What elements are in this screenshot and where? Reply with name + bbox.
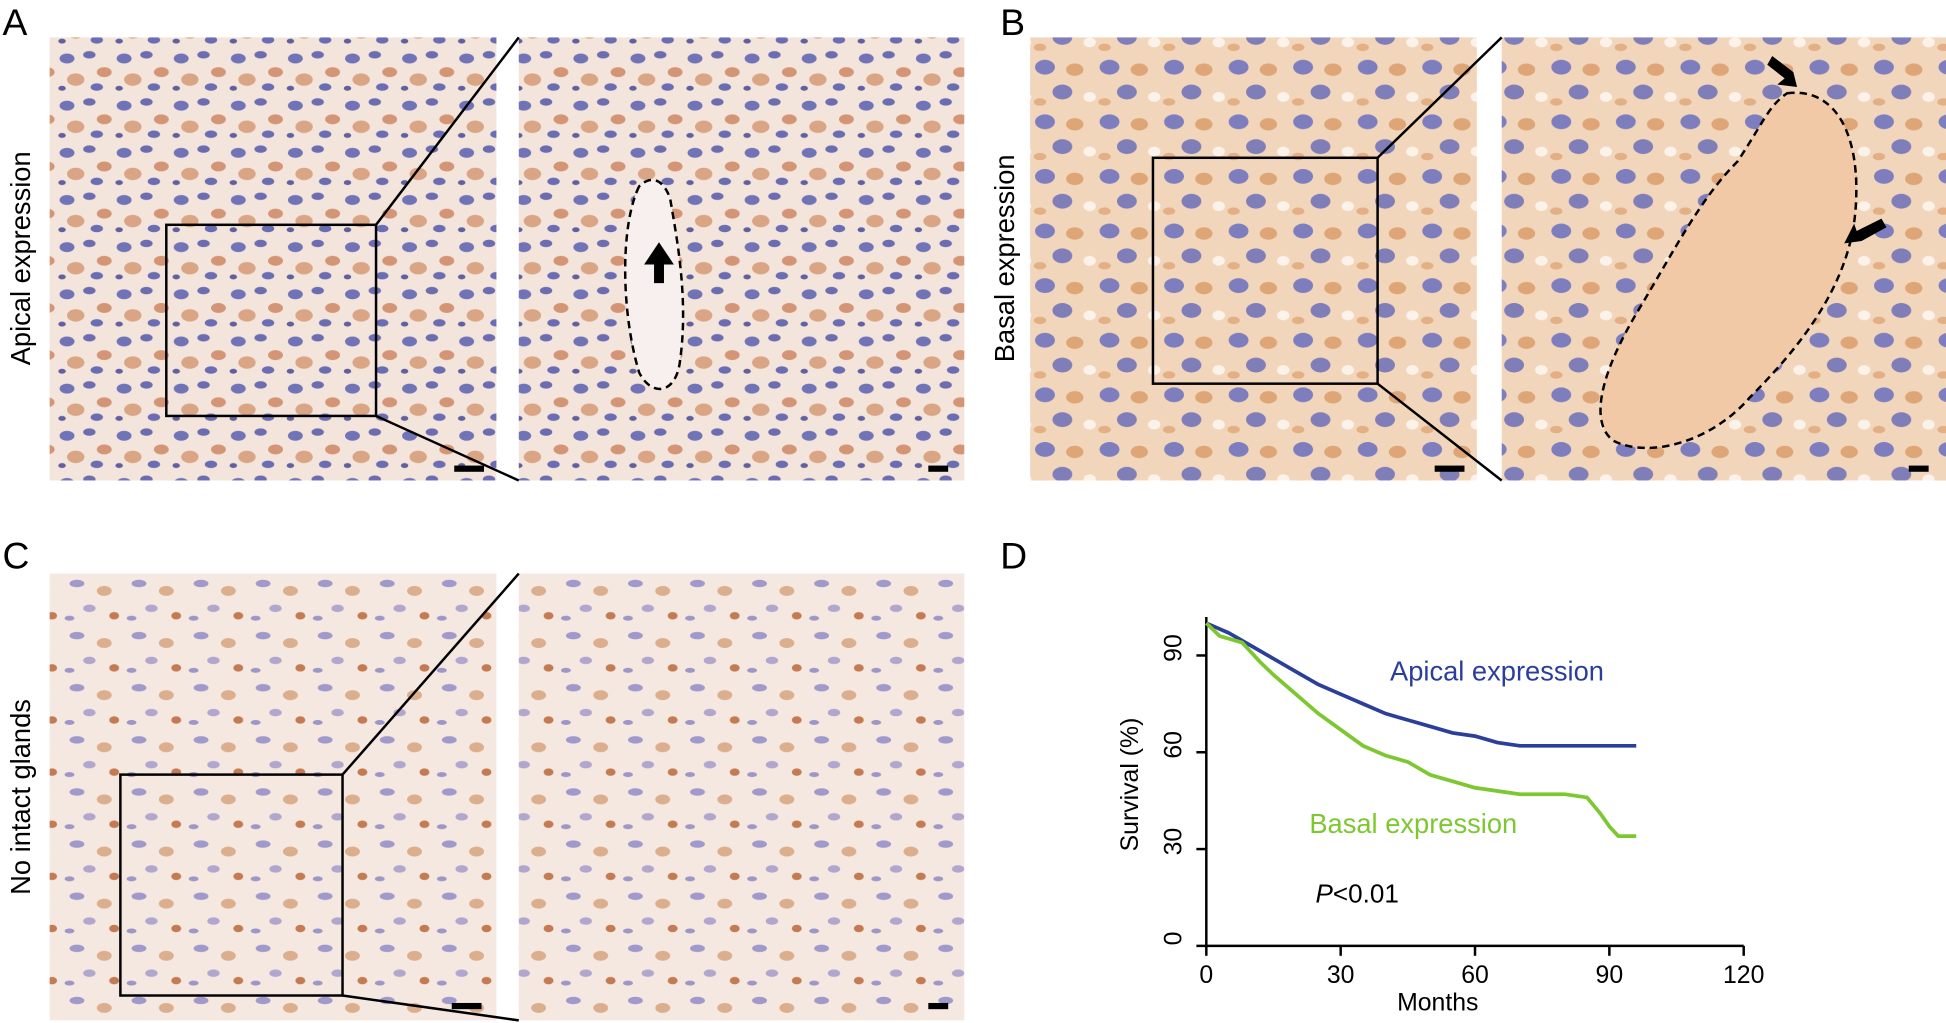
y-tick-label: 0 — [1161, 932, 1188, 946]
scale-bar — [454, 465, 485, 472]
series-label: Apical expression — [1390, 655, 1604, 686]
panel-caption: Basal expression — [989, 154, 1020, 362]
panel-caption: Apical expression — [5, 151, 36, 365]
x-axis-label: Months — [1397, 989, 1478, 1016]
zoom-line — [375, 36, 520, 226]
x-tick-label: 120 — [1723, 962, 1764, 989]
survival-chart: 0 30 60 90 120 0 30 60 90 Months Survival (%) Apica… — [1117, 616, 1764, 1016]
inset-box — [119, 773, 344, 997]
gland-outline — [1599, 91, 1858, 450]
y-tick-label: 90 — [1161, 634, 1188, 662]
panel-caption: No intact glands — [5, 699, 36, 895]
y-tick-label: 60 — [1161, 731, 1188, 759]
x-tick-label: 90 — [1596, 962, 1624, 989]
panel-label: C — [2, 535, 29, 577]
p-symbol: P — [1316, 878, 1334, 908]
zoom-line — [341, 572, 520, 776]
x-tick-label: 60 — [1461, 962, 1489, 989]
scale-bar — [1434, 465, 1465, 472]
zoom-line — [1376, 382, 1503, 482]
micrograph — [1030, 37, 1477, 481]
arrow — [1767, 56, 1798, 88]
scale-bar — [451, 1002, 482, 1010]
zoom-line — [375, 414, 520, 482]
scale-bar — [1908, 465, 1929, 472]
scale-bar — [928, 1002, 949, 1010]
scale-bar — [928, 465, 949, 472]
micrograph-zoom — [518, 573, 965, 1021]
arrow — [1844, 218, 1887, 244]
p-text: <0.01 — [1333, 878, 1399, 908]
survival-curve — [1205, 621, 1637, 839]
panel-label: A — [2, 1, 27, 43]
zoom-line — [342, 994, 519, 1022]
inset-box — [1151, 156, 1379, 385]
survival-curve — [1205, 621, 1637, 748]
p-value: P<0.01 — [1316, 878, 1399, 908]
x-tick-label: 0 — [1199, 962, 1213, 989]
micrograph-zoom — [518, 37, 965, 481]
y-tick-label: 30 — [1161, 828, 1188, 856]
micrograph — [49, 573, 497, 1021]
series-label: Basal expression — [1309, 808, 1517, 839]
arrow — [644, 242, 674, 284]
gland-outline — [623, 178, 685, 391]
panel-label: D — [1000, 535, 1027, 577]
x-tick-label: 30 — [1327, 962, 1355, 989]
y-axis-label: Survival (%) — [1117, 718, 1144, 852]
zoom-line — [1376, 36, 1503, 159]
inset-box — [165, 223, 378, 418]
micrograph — [49, 37, 497, 481]
panel-label: B — [1000, 1, 1025, 43]
